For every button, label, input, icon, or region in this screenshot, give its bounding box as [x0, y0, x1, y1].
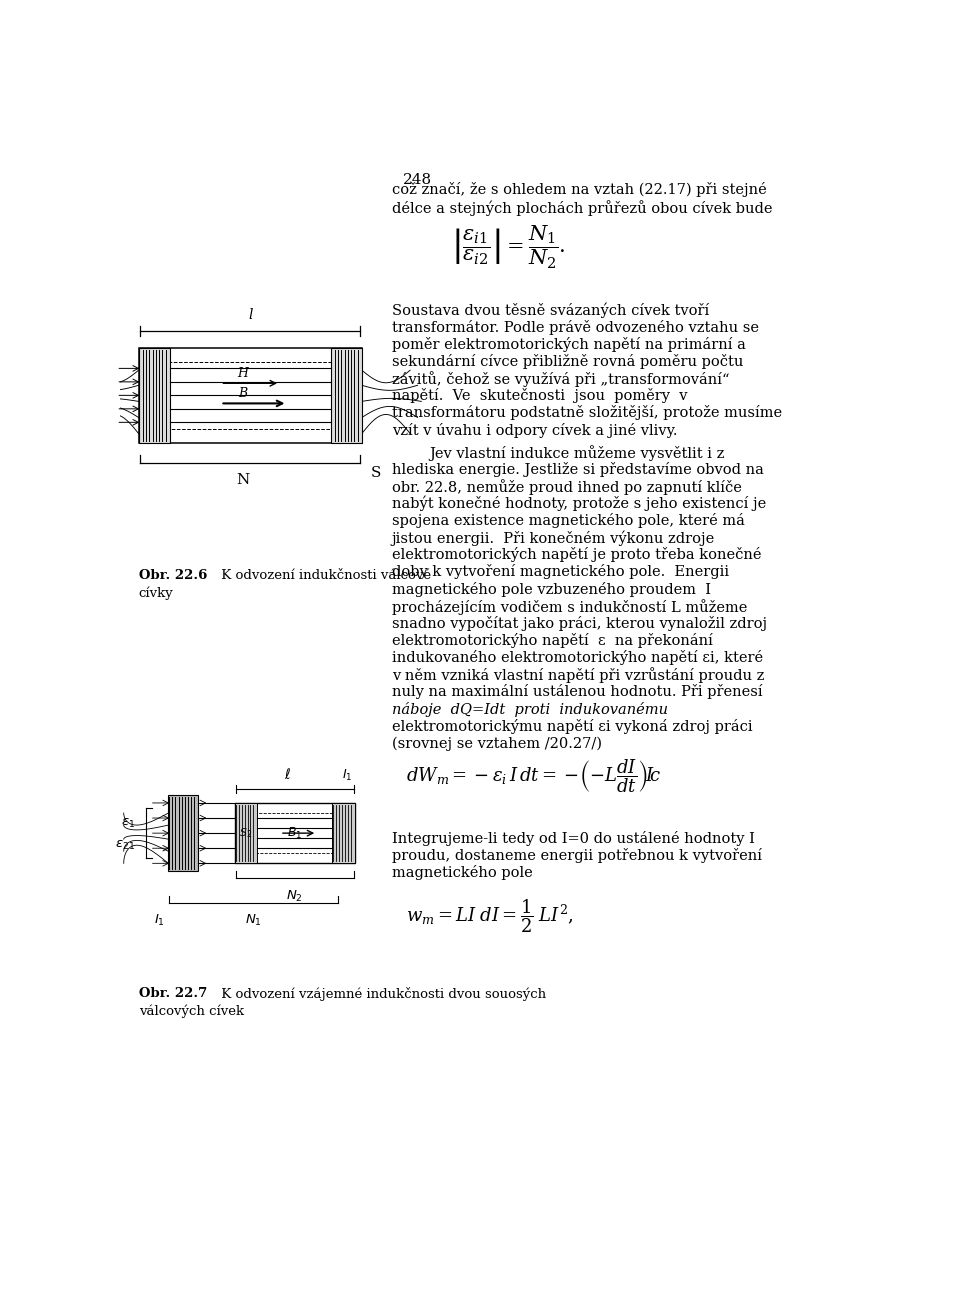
Text: Obr. 22.7: Obr. 22.7: [138, 987, 206, 1000]
Bar: [235, 802, 257, 864]
Text: náboje  dQ=Idt  proti  indukovanému: náboje dQ=Idt proti indukovanému: [392, 702, 667, 718]
Text: elektromotorických napětí je proto třeba konečné: elektromotorických napětí je proto třeb…: [392, 548, 761, 562]
Text: l: l: [248, 308, 252, 323]
Text: závitů, čehož se využívá při „transformování“: závitů, čehož se využívá při „transformo…: [392, 371, 729, 387]
Text: doby k vytvoření magnetického pole.  Energii: doby k vytvoření magnetického pole. Ener…: [392, 565, 729, 579]
Text: $I_1$: $I_1$: [154, 912, 165, 928]
Text: $\varepsilon_1$: $\varepsilon_1$: [121, 817, 134, 830]
Text: napětí.  Ve  skutečnosti  jsou  poměry  v: napětí. Ve skutečnosti jsou poměry v: [392, 388, 687, 404]
Bar: [138, 348, 362, 443]
Text: S: S: [371, 467, 381, 480]
Bar: [168, 796, 198, 870]
Text: proudu, dostaneme energii potřebnou k vytvoření: proudu, dostaneme energii potřebnou k vy…: [392, 848, 761, 863]
Text: (srovnej se vztahem /20.27/): (srovnej se vztahem /20.27/): [392, 737, 602, 752]
Text: obr. 22.8, nemůže proud ihned po zapnutí klíče: obr. 22.8, nemůže proud ihned po zapnutí…: [392, 478, 741, 495]
Text: K odvození vzájemné indukčnosti dvou souosých: K odvození vzájemné indukčnosti dvou sou…: [217, 987, 546, 1001]
Text: $N_1$: $N_1$: [245, 912, 262, 928]
Text: Soustava dvou těsně svázaných cívek tvoří: Soustava dvou těsně svázaných cívek tvoř…: [392, 303, 708, 319]
Text: transformátor. Podle právě odvozeného vztahu se: transformátor. Podle právě odvozeného vz…: [392, 320, 758, 335]
Text: snadno vypočítat jako práci, kterou vynaložil zdroj: snadno vypočítat jako práci, kterou vyna…: [392, 616, 767, 631]
Text: procházejícím vodičem s indukčností L můžeme: procházejícím vodičem s indukčností L mů…: [392, 599, 747, 614]
Text: válcových cívek: válcových cívek: [138, 1004, 244, 1018]
Text: $\ell$: $\ell$: [284, 767, 291, 782]
Text: délce a stejných plochách průřezů obou cívek bude: délce a stejných plochách průřezů obou c…: [392, 200, 772, 216]
Text: Jev vlastní indukce můžeme vysvětlit i z: Jev vlastní indukce můžeme vysvětlit i z: [429, 444, 724, 460]
Text: cívky: cívky: [138, 587, 174, 600]
Text: $B_1$: $B_1$: [287, 826, 302, 840]
Text: spojena existence magnetického pole, které má: spojena existence magnetického pole, kte…: [392, 514, 744, 528]
Text: elektromotorickýmu napětí εi vykoná zdroj práci: elektromotorickýmu napětí εi vykoná zd…: [392, 719, 753, 735]
Text: B: B: [238, 387, 248, 400]
Bar: [235, 802, 355, 864]
Text: $w_m = LI\;dI = \dfrac{1}{2}\;LI^2,$: $w_m = LI\;dI = \dfrac{1}{2}\;LI^2,$: [406, 898, 574, 936]
Bar: [330, 348, 362, 443]
Text: $\varepsilon_{21}$: $\varepsilon_{21}$: [115, 839, 134, 852]
Text: nuly na maximální ustálenou hodnotu. Při přenesí: nuly na maximální ustálenou hodnotu. Při…: [392, 684, 762, 699]
Text: $dW_m = -\epsilon_i\,I\,dt = -\!\left(-L\dfrac{dI}{dt}\right)\!I\!c$: $dW_m = -\epsilon_i\,I\,dt = -\!\left(-L…: [406, 757, 661, 795]
Text: sekundární cívce přibližně rovná poměru počtu: sekundární cívce přibližně rovná poměru …: [392, 354, 743, 369]
Text: magnetického pole: magnetického pole: [392, 865, 532, 881]
Text: nabýt konečné hodnoty, protože s jeho existencí je: nabýt konečné hodnoty, protože s jeho ex…: [392, 495, 766, 511]
Bar: [332, 802, 355, 864]
Text: Obr. 22.6: Obr. 22.6: [138, 570, 207, 583]
Text: vzít v úvahu i odpory cívek a jiné vlivy.: vzít v úvahu i odpory cívek a jiné vlivy…: [392, 422, 677, 438]
Text: $S_2$: $S_2$: [239, 826, 252, 840]
Text: indukovaného elektromotorickýho napětí εi, které: indukovaného elektromotorickýho napětí…: [392, 650, 762, 665]
Text: v něm vzniká vlastní napětí při vzrůstání proudu z: v něm vzniká vlastní napětí při vzrůstán…: [392, 667, 764, 684]
Text: elektromotorickýho napětí  ε  na překonání: elektromotorickýho napětí ε na překonán…: [392, 633, 712, 648]
Text: H: H: [237, 367, 249, 380]
Text: magnetického pole vzbuzeného proudem  I: magnetického pole vzbuzeného proudem I: [392, 582, 710, 596]
Text: $N_2$: $N_2$: [286, 889, 303, 903]
Text: poměr elektromotorických napětí na primární a: poměr elektromotorických napětí na prim…: [392, 337, 745, 352]
Bar: [161, 362, 340, 429]
Text: $I_1$: $I_1$: [342, 767, 352, 783]
Text: což značí, že s ohledem na vztah (22.17) při stejné: což značí, že s ohledem na vztah (22.17)…: [392, 182, 766, 197]
Bar: [252, 813, 339, 853]
Text: $\left|\dfrac{\epsilon_{i1}}{\epsilon_{i2}}\right| = \dfrac{N_1}{N_2}.$: $\left|\dfrac{\epsilon_{i1}}{\epsilon_{i…: [451, 223, 565, 271]
Bar: [138, 348, 170, 443]
Text: N: N: [236, 473, 250, 488]
Text: transformátoru podstatně složitější, protože musíme: transformátoru podstatně složitější, pro…: [392, 405, 781, 421]
Text: hlediska energie. Jestliže si představíme obvod na: hlediska energie. Jestliže si představím…: [392, 461, 763, 477]
Text: K odvození indukčnosti válcové: K odvození indukčnosti válcové: [217, 570, 431, 583]
Text: jistou energii.  Při konečném výkonu zdroje: jistou energii. Při konečném výkonu zdro…: [392, 531, 715, 546]
Text: Integrujeme-li tedy od I=0 do ustálené hodnoty I: Integrujeme-li tedy od I=0 do ustálené h…: [392, 831, 755, 846]
Text: 248: 248: [403, 173, 432, 187]
